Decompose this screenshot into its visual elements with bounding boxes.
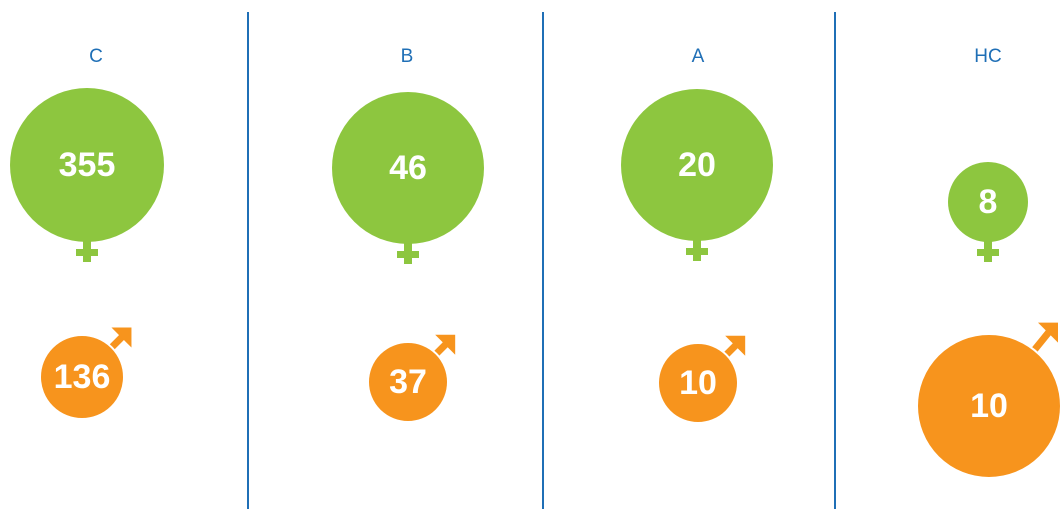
male-count: 37 (389, 363, 427, 401)
female-circle (332, 92, 484, 244)
male-circle (657, 342, 739, 424)
male-circle (916, 333, 1060, 479)
female-circle (621, 89, 773, 241)
male-count: 10 (679, 364, 717, 402)
female-cross-bar (686, 248, 708, 255)
column-label: C (89, 46, 103, 67)
female-cross-bar (397, 251, 419, 258)
column-label: B (401, 46, 414, 67)
column-label: A (692, 46, 705, 67)
female-circle (10, 88, 164, 242)
female-count: 8 (979, 183, 998, 221)
male-count: 10 (970, 387, 1008, 425)
male-circle (367, 341, 449, 423)
male-arrow-head (111, 327, 132, 348)
female-cross-bar (76, 249, 98, 256)
male-arrow-head (435, 334, 456, 355)
female-count: 20 (678, 146, 716, 184)
female-cross-bar (977, 249, 999, 256)
male-arrow-head (725, 335, 746, 356)
male-count: 136 (54, 358, 111, 396)
female-count: 355 (59, 146, 116, 184)
female-count: 46 (389, 149, 427, 187)
female-circle (948, 162, 1028, 242)
male-arrow-head (1038, 322, 1058, 343)
male-circle (39, 334, 125, 420)
column-label: HC (974, 46, 1001, 67)
